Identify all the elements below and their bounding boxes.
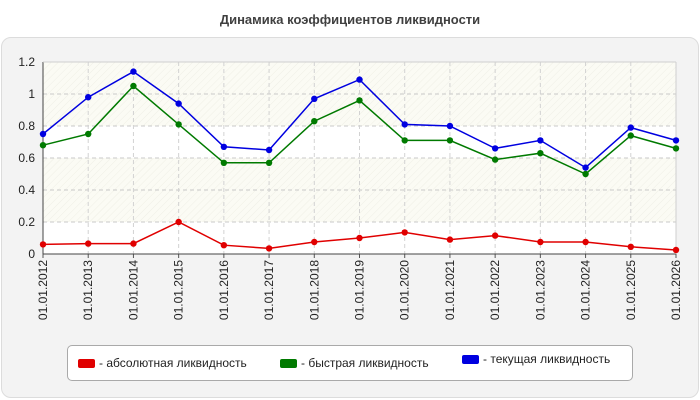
data-point [175,218,182,226]
x-tick-label: 01.01.2014 [126,260,140,320]
x-tick-label: 01.01.2025 [624,260,638,320]
data-point [220,242,228,249]
data-point [627,132,634,139]
data-point [401,137,408,144]
data-point [130,68,137,75]
data-point [220,159,228,166]
data-point [491,232,499,239]
data-point [356,76,363,83]
data-point [85,94,92,101]
data-point [85,130,92,138]
data-point [491,156,499,163]
data-point [582,164,589,171]
data-point [130,82,137,90]
legend-item: - быстрая ликвидность [280,356,429,370]
data-point [672,145,680,152]
data-point [175,100,182,107]
data-point [311,238,318,246]
x-tick-label: 01.01.2013 [81,260,95,320]
legend-swatch [462,354,479,364]
data-point [39,142,47,149]
data-point [491,145,499,152]
y-tick-label: 1.2 [18,55,35,69]
data-point [672,137,680,144]
data-point [446,122,454,130]
x-tick-label: 01.01.2018 [307,260,321,320]
data-point [265,245,273,252]
data-point [265,146,273,154]
data-point [85,240,92,247]
chart-title: Динамика коэффициентов ликвидности [219,12,481,27]
data-point [311,95,318,103]
data-point [356,97,363,104]
data-point [537,137,544,144]
x-tick-label: 01.01.2020 [398,260,412,320]
data-point [311,118,318,125]
data-point [130,240,137,247]
y-tick-label: 1 [28,87,35,101]
y-tick-label: 0 [28,247,35,261]
legend-label: - быстрая ликвидность [301,356,429,370]
data-point [582,170,589,178]
data-point [446,236,454,243]
y-tick-label: 0.6 [18,151,35,165]
data-point [356,234,363,242]
data-point [627,243,634,250]
x-tick-label: 01.01.2024 [579,260,593,320]
x-tick-label: 01.01.2015 [172,260,186,320]
data-point [446,137,454,144]
data-point [627,124,634,131]
data-point [401,229,408,236]
legend-swatch [78,358,95,368]
data-point [265,159,273,166]
data-point [582,238,589,246]
chart-legend: - абсолютная ликвидность - быстрая ликвид… [67,345,633,381]
y-tick-label: 0.4 [18,183,35,197]
data-point [39,241,47,248]
data-point [537,238,544,246]
legend-label: - текущая ликвидность [483,352,611,366]
legend-swatch [280,358,297,368]
legend-item: - текущая ликвидность [462,352,610,366]
x-tick-label: 01.01.2012 [36,260,50,320]
data-point [175,121,182,128]
x-tick-label: 01.01.2016 [217,260,231,320]
data-point [672,246,680,254]
x-tick-label: 01.01.2026 [669,260,683,320]
x-tick-label: 01.01.2022 [488,260,502,320]
data-point [537,150,544,157]
x-tick-label: 01.01.2023 [533,260,547,320]
legend-label: - абсолютная ликвидность [99,356,247,370]
data-point [39,130,47,138]
y-tick-label: 0.8 [18,119,35,133]
x-tick-label: 01.01.2021 [443,260,457,320]
data-point [220,143,228,150]
legend-item: - абсолютная ликвидность [78,356,247,370]
x-tick-label: 01.01.2017 [262,260,276,320]
data-point [401,121,408,128]
x-tick-label: 01.01.2019 [353,260,367,320]
y-tick-label: 0.2 [18,215,35,229]
